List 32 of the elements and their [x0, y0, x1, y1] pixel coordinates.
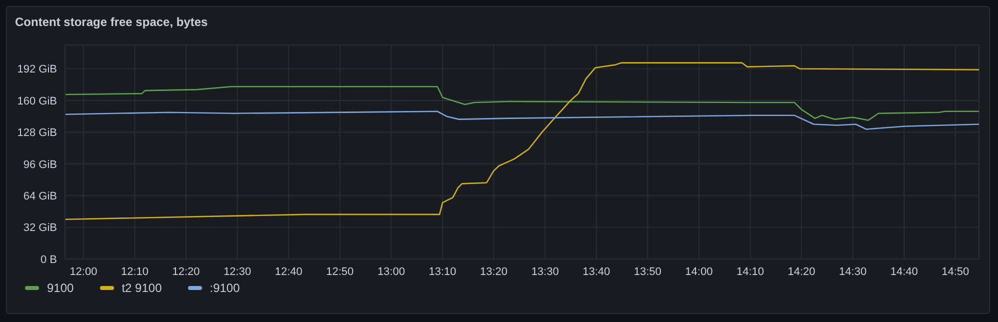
x-tick-label: 13:10	[428, 266, 456, 278]
y-tick-label: 160 GiB	[17, 95, 57, 108]
y-tick-label: 128 GiB	[17, 127, 57, 140]
legend-label: 9100	[47, 281, 74, 295]
x-tick-label: 14:30	[839, 266, 867, 278]
x-tick-label: 12:00	[70, 266, 98, 278]
chart-title: Content storage free space, bytes	[14, 14, 209, 31]
x-tick-label: 12:10	[121, 266, 149, 278]
x-tick-label: 13:50	[634, 266, 662, 278]
y-tick-label: 64 GiB	[23, 190, 57, 202]
x-tick-label: 12:50	[326, 266, 354, 278]
x-tick-label: 13:00	[377, 266, 405, 278]
legend-label: :9100	[210, 281, 240, 295]
x-tick-label: 13:30	[531, 266, 559, 278]
x-tick-label: 12:20	[172, 266, 200, 278]
y-tick-label: 192 GiB	[17, 64, 57, 76]
line-series	[65, 62, 979, 220]
x-tick-label: 12:40	[274, 266, 302, 278]
x-tick-label: 12:30	[224, 266, 252, 278]
x-tick-label: 14:10	[736, 266, 764, 278]
x-tick-label: 14:50	[942, 266, 970, 278]
y-tick-label: 32 GiB	[23, 222, 57, 234]
y-tick-label: 96 GiB	[23, 158, 57, 171]
line-series	[65, 86, 979, 121]
x-tick-label: 14:00	[685, 266, 713, 278]
x-tick-label: 14:40	[890, 266, 918, 278]
y-tick-label: 0 B	[40, 254, 57, 266]
x-tick-label: 13:40	[582, 266, 610, 278]
x-tick-label: 13:20	[480, 266, 508, 278]
legend-label: t2 9100	[122, 281, 162, 295]
line-series	[65, 110, 979, 130]
x-tick-label: 14:20	[788, 266, 816, 278]
